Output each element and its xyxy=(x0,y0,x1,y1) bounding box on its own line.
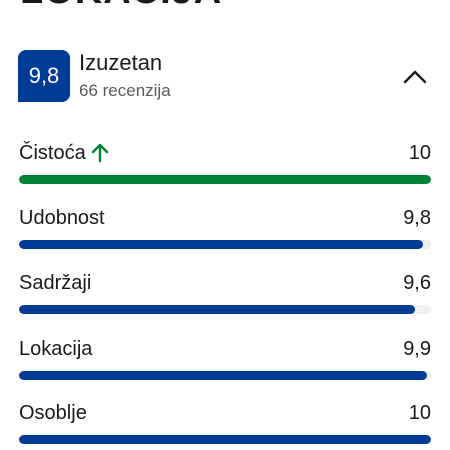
review-count: 66 recenzija xyxy=(79,81,171,100)
category-score: 10 xyxy=(408,402,431,424)
category-row-osoblje: Osoblje 10 xyxy=(19,401,431,450)
category-score: 9,9 xyxy=(403,338,431,360)
category-score: 9,6 xyxy=(403,272,431,294)
score-bar-fill xyxy=(19,371,427,380)
score-bar-track xyxy=(19,240,431,249)
category-label: Udobnost xyxy=(19,207,105,229)
score-title: Izuzetan xyxy=(79,50,163,75)
score-bar-fill xyxy=(19,240,423,249)
category-row-lokacija: Lokacija 9,9 xyxy=(19,337,431,387)
score-bar-track xyxy=(19,371,431,380)
score-bar-fill xyxy=(19,175,431,184)
score-bar-fill xyxy=(19,305,415,314)
score-summary[interactable]: 9,8 Izuzetan 66 recenzija xyxy=(18,50,432,104)
category-row-sadrzaji: Sadržaji 9,6 xyxy=(19,271,431,321)
category-label: Osoblje xyxy=(19,402,87,424)
score-bar-track xyxy=(19,435,431,444)
category-row-udobnost: Udobnost 9,8 xyxy=(19,206,431,256)
section-heading: LOKACIJA xyxy=(20,0,222,10)
category-score: 10 xyxy=(408,142,431,164)
category-label: Sadržaji xyxy=(19,272,92,294)
category-row-cistoca: Čistoća 10 xyxy=(19,141,431,191)
category-label: Lokacija xyxy=(19,338,93,360)
score-bar-track xyxy=(19,175,431,184)
score-badge: 9,8 xyxy=(18,50,70,102)
score-bar-track xyxy=(19,305,431,314)
arrow-up-icon xyxy=(90,141,110,165)
score-bar-fill xyxy=(19,435,431,444)
category-score: 9,8 xyxy=(403,207,431,229)
chevron-up-icon[interactable] xyxy=(398,60,432,94)
category-label: Čistoća xyxy=(19,142,86,164)
